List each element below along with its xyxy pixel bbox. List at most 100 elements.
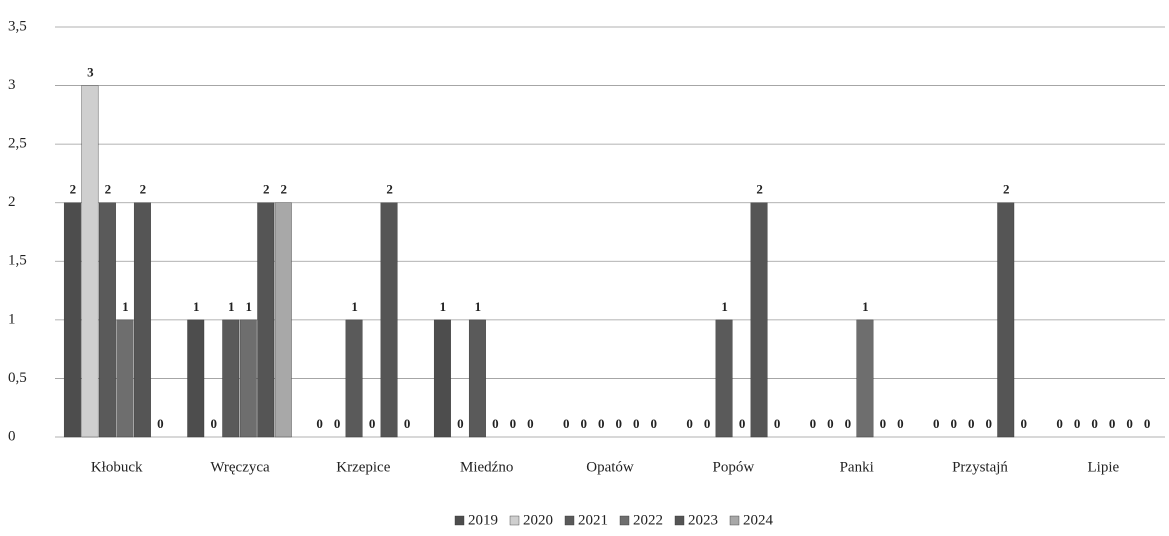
bar (222, 319, 240, 438)
value-label: 1 (721, 299, 728, 314)
value-label: 2 (1003, 182, 1010, 197)
bar (239, 319, 257, 438)
value-label: 2 (140, 182, 147, 197)
bar (81, 85, 99, 438)
y-tick-label: 3 (8, 77, 16, 93)
y-tick-label: 3,5 (8, 18, 27, 34)
value-label: 2 (263, 182, 270, 197)
bar (345, 319, 363, 438)
value-label: 2 (756, 182, 763, 197)
value-label: 0 (404, 416, 411, 431)
bar (750, 202, 768, 438)
legend-label: 2022 (633, 512, 663, 528)
value-label: 0 (581, 416, 588, 431)
value-label: 0 (633, 416, 640, 431)
value-label: 0 (897, 416, 904, 431)
value-label: 0 (369, 416, 376, 431)
bar (997, 202, 1015, 438)
legend-swatch (674, 515, 685, 526)
bar (468, 319, 486, 438)
value-label: 1 (228, 299, 235, 314)
value-label: 0 (651, 416, 658, 431)
x-tick-label: Kłobuck (91, 459, 143, 475)
bar (133, 202, 151, 438)
value-label: 2 (281, 182, 288, 197)
bar (856, 319, 874, 438)
bar (274, 202, 292, 438)
value-label: 0 (1109, 416, 1116, 431)
bar (380, 202, 398, 438)
x-tick-label: Przystajń (952, 459, 1008, 475)
x-tick-label: Popów (712, 459, 754, 475)
bar (63, 202, 81, 438)
value-label: 2 (105, 182, 112, 197)
bar (257, 202, 275, 438)
value-label: 1 (440, 299, 447, 314)
value-label: 0 (739, 416, 746, 431)
x-tick-label: Miedźno (460, 459, 513, 475)
x-tick-label: Lipie (1088, 459, 1120, 475)
value-label: 0 (211, 416, 218, 431)
legend-label: 2021 (578, 512, 608, 528)
legend-label: 2023 (688, 512, 718, 528)
value-label: 0 (563, 416, 570, 431)
legend-label: 2020 (523, 512, 553, 528)
value-label: 0 (686, 416, 693, 431)
value-label: 0 (1021, 416, 1028, 431)
legend-label: 2019 (468, 512, 498, 528)
value-label: 0 (880, 416, 887, 431)
value-label: 3 (87, 65, 94, 80)
bar (433, 319, 451, 438)
value-label: 2 (386, 182, 393, 197)
value-label: 0 (845, 416, 852, 431)
value-label: 1 (122, 299, 129, 314)
legend-swatch (509, 515, 520, 526)
bar (187, 319, 205, 438)
bar (98, 202, 116, 438)
value-label: 0 (1074, 416, 1081, 431)
x-tick-label: Krzepice (336, 459, 390, 475)
value-label: 0 (316, 416, 323, 431)
bar (715, 319, 733, 438)
value-label: 1 (862, 299, 869, 314)
x-tick-label: Panki (840, 459, 874, 475)
value-label: 0 (510, 416, 517, 431)
y-tick-label: 2 (8, 194, 16, 210)
legend-swatch (454, 515, 465, 526)
y-tick-label: 0 (8, 428, 16, 444)
legend-swatch (729, 515, 740, 526)
value-label: 0 (334, 416, 341, 431)
value-label: 0 (157, 416, 164, 431)
value-label: 0 (933, 416, 940, 431)
value-label: 0 (810, 416, 817, 431)
value-label: 0 (1056, 416, 1063, 431)
legend-label: 2024 (743, 512, 774, 528)
x-tick-label: Wręczyca (210, 459, 270, 475)
value-label: 0 (986, 416, 993, 431)
value-label: 0 (492, 416, 499, 431)
value-label: 0 (1126, 416, 1133, 431)
value-label: 1 (193, 299, 200, 314)
value-label: 0 (616, 416, 623, 431)
value-label: 0 (527, 416, 534, 431)
value-label: 0 (774, 416, 781, 431)
legend-swatch (564, 515, 575, 526)
value-label: 2 (70, 182, 77, 197)
y-tick-label: 2,5 (8, 136, 27, 152)
y-tick-label: 0,5 (8, 370, 27, 386)
value-label: 0 (1144, 416, 1151, 431)
value-label: 0 (457, 416, 464, 431)
value-label: 1 (351, 299, 358, 314)
value-label: 0 (598, 416, 605, 431)
value-label: 1 (475, 299, 482, 314)
x-tick-label: Opatów (586, 459, 634, 475)
y-tick-label: 1,5 (8, 253, 27, 269)
value-label: 1 (246, 299, 253, 314)
y-tick-label: 1 (8, 311, 16, 327)
bar (116, 319, 134, 438)
value-label: 0 (1091, 416, 1098, 431)
value-label: 0 (827, 416, 834, 431)
value-label: 0 (704, 416, 711, 431)
value-label: 0 (951, 416, 958, 431)
